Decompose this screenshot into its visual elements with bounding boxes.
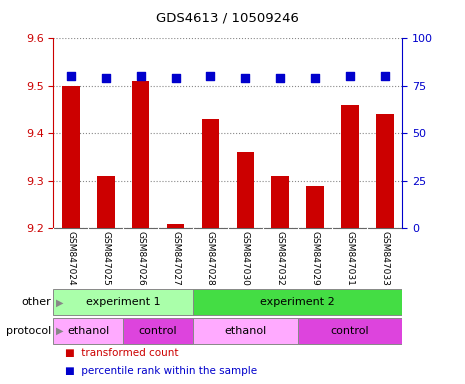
Bar	[306, 186, 324, 228]
Text: control: control	[331, 326, 369, 336]
Text: GSM847027: GSM847027	[171, 231, 180, 286]
Bar	[193, 290, 402, 315]
Text: protocol: protocol	[6, 326, 51, 336]
Bar	[202, 119, 219, 228]
Text: experiment 1: experiment 1	[86, 297, 160, 308]
Point	[241, 75, 249, 81]
Text: GSM847029: GSM847029	[311, 231, 319, 286]
Bar	[193, 318, 298, 344]
Point	[67, 73, 74, 79]
Text: GSM847025: GSM847025	[101, 231, 110, 286]
Point	[172, 75, 179, 81]
Text: GSM847030: GSM847030	[241, 231, 250, 286]
Text: GSM847026: GSM847026	[136, 231, 145, 286]
Bar	[237, 152, 254, 228]
Text: ▶: ▶	[56, 297, 63, 308]
Text: ▶: ▶	[56, 326, 63, 336]
Text: ethanol: ethanol	[67, 326, 109, 336]
Text: GSM847033: GSM847033	[380, 231, 389, 286]
Text: ■  percentile rank within the sample: ■ percentile rank within the sample	[65, 366, 257, 376]
Text: control: control	[139, 326, 178, 336]
Bar	[132, 81, 149, 228]
Bar	[123, 318, 193, 344]
Text: ■  transformed count: ■ transformed count	[65, 348, 179, 358]
Text: GSM847028: GSM847028	[206, 231, 215, 286]
Bar	[272, 176, 289, 228]
Point	[137, 73, 144, 79]
Text: GSM847024: GSM847024	[66, 231, 75, 286]
Text: ethanol: ethanol	[224, 326, 266, 336]
Point	[276, 75, 284, 81]
Text: experiment 2: experiment 2	[260, 297, 335, 308]
Point	[206, 73, 214, 79]
Point	[311, 75, 319, 81]
Bar	[53, 290, 193, 315]
Point	[346, 73, 353, 79]
Text: other: other	[21, 297, 51, 308]
Bar	[376, 114, 393, 228]
Bar	[97, 176, 114, 228]
Point	[102, 75, 109, 81]
Text: GSM847032: GSM847032	[276, 231, 285, 286]
Bar	[167, 224, 184, 228]
Bar	[341, 105, 359, 228]
Bar	[53, 318, 123, 344]
Text: GSM847031: GSM847031	[345, 231, 354, 286]
Point	[381, 73, 388, 79]
Bar	[298, 318, 402, 344]
Text: GDS4613 / 10509246: GDS4613 / 10509246	[156, 12, 299, 25]
Bar	[62, 86, 80, 228]
